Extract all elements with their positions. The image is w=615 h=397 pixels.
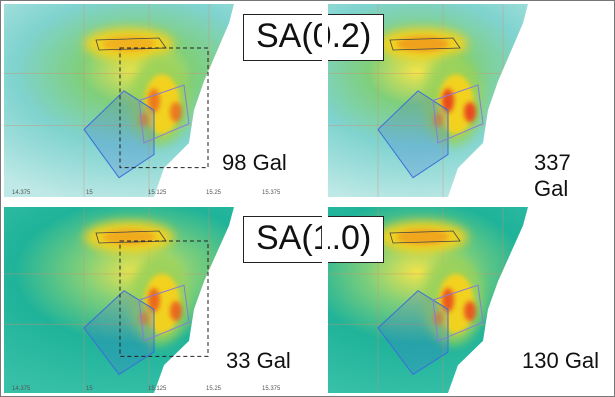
x-tick-label: 15.125 bbox=[148, 386, 167, 392]
fault-trace bbox=[389, 230, 461, 244]
source-zone-polygon bbox=[83, 90, 155, 179]
source-zone-outline bbox=[138, 284, 190, 342]
x-tick-label: 15.25 bbox=[206, 386, 222, 392]
land-area bbox=[448, 207, 612, 393]
x-tick-label: 15.125 bbox=[148, 190, 167, 196]
source-zone-polygon bbox=[377, 90, 449, 179]
panel-divider-vertical bbox=[322, 0, 328, 397]
pga-value-p1: 98 Gal bbox=[218, 149, 291, 177]
pga-value-p4: 130 Gal bbox=[518, 347, 604, 375]
source-zone-outline bbox=[432, 284, 484, 342]
hazard-peak-2 bbox=[170, 102, 182, 123]
hazard-core-north bbox=[397, 229, 449, 245]
hazard-peak-2 bbox=[170, 301, 182, 322]
land-area bbox=[448, 4, 612, 197]
source-zone-polygon bbox=[83, 290, 155, 376]
source-zone-outline bbox=[432, 84, 484, 144]
row-label-sa02: SA(0.2) bbox=[243, 14, 385, 62]
hazard-peak-2 bbox=[464, 102, 476, 123]
x-tick-label: 15 bbox=[86, 386, 93, 392]
pga-value-p2: 337 Gal bbox=[530, 149, 615, 203]
row-label-sa10: SA(1.0) bbox=[243, 216, 385, 264]
fault-trace bbox=[389, 37, 461, 51]
x-tick-label: 14.375 bbox=[12, 386, 31, 392]
x-tick-label: 15 bbox=[86, 190, 93, 196]
pga-value-p3: 33 Gal bbox=[222, 347, 295, 375]
x-tick-label: 15.375 bbox=[262, 386, 281, 392]
x-tick-label: 15.375 bbox=[262, 190, 281, 196]
study-area-box bbox=[119, 240, 209, 357]
study-area-box bbox=[119, 47, 209, 169]
source-zone-outline bbox=[138, 84, 190, 144]
x-tick-label: 15.25 bbox=[206, 190, 222, 196]
hazard-peak-2 bbox=[464, 301, 476, 322]
x-tick-label: 14.375 bbox=[12, 190, 31, 196]
source-zone-polygon bbox=[377, 290, 449, 376]
hazard-core-north bbox=[397, 36, 449, 52]
